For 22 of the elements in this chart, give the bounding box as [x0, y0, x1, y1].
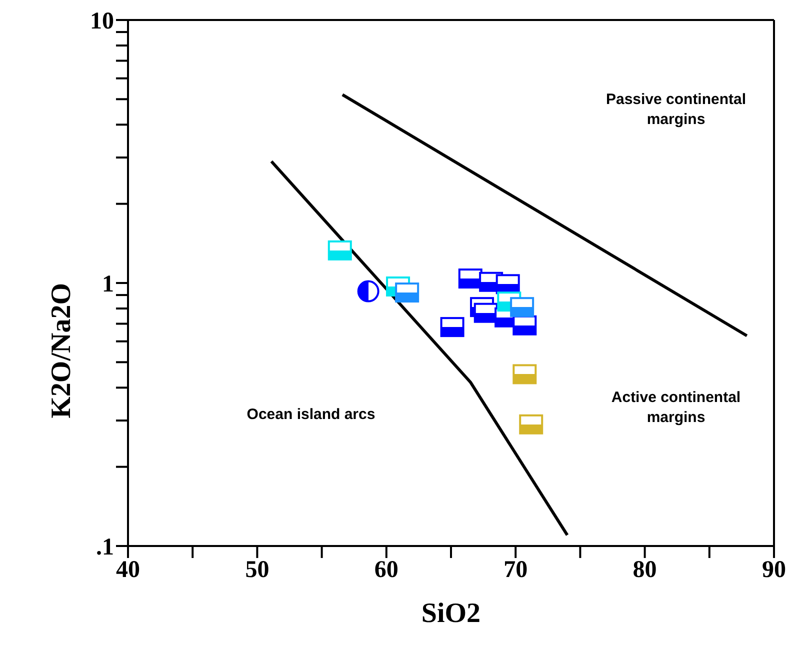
annotation: Active continental margins [610, 388, 742, 428]
point [395, 282, 420, 303]
y-tick-label: 10 [90, 8, 114, 35]
y-axis-title: K2O/Na2O [46, 283, 77, 418]
point [510, 297, 534, 318]
point [512, 315, 537, 336]
y-tick-label: 1 [102, 272, 114, 298]
x-tick-label: 80 [632, 557, 657, 584]
annotation: Ocean island arcs [246, 405, 376, 425]
point [328, 240, 352, 260]
x-tick-label: 60 [374, 557, 398, 584]
x-tick-label: 40 [116, 557, 140, 584]
point [519, 414, 544, 434]
point [512, 364, 537, 384]
x-axis-title: SiO2 [421, 598, 481, 629]
annotation: Passive continental margins [604, 90, 748, 130]
x-tick-label: 90 [762, 557, 786, 584]
x-tick-label: 50 [245, 557, 270, 584]
x-tick-label: 70 [504, 557, 528, 584]
point [440, 317, 464, 338]
point [357, 280, 380, 302]
y-tick-label: .1 [96, 534, 114, 561]
